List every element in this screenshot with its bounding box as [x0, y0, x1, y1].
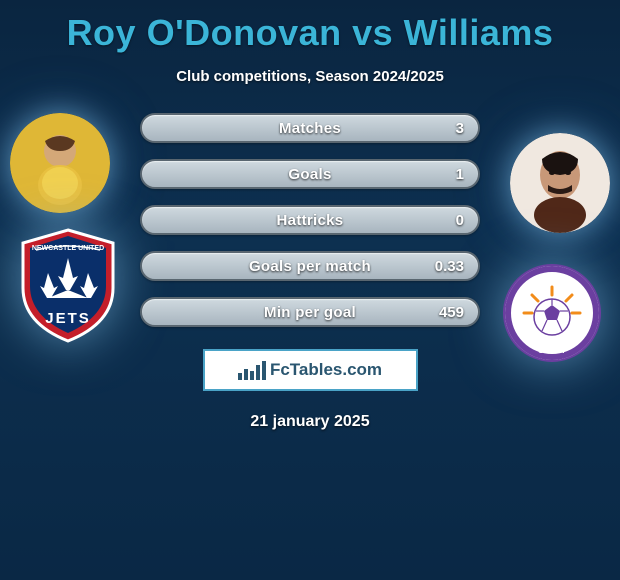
brand-box[interactable]: FcTables.com	[203, 349, 418, 391]
stat-row-min-per-goal: Min per goal 459	[140, 297, 480, 327]
stat-label: Matches	[279, 120, 341, 137]
stat-row-goals: Goals 1	[140, 159, 480, 189]
stat-value-right: 0	[456, 212, 464, 229]
stat-row-goals-per-match: Goals per match 0.33	[140, 251, 480, 281]
club-left-badge: NEWCASTLE UNITED JETS	[18, 228, 118, 343]
player-right-avatar-img	[510, 133, 610, 233]
stat-row-hattricks: Hattricks 0	[140, 205, 480, 235]
stat-value-right: 1	[456, 166, 464, 183]
stat-row-matches: Matches 3	[140, 113, 480, 143]
page-title: Roy O'Donovan vs Williams	[0, 0, 620, 54]
svg-text:NEWCASTLE UNITED: NEWCASTLE UNITED	[32, 245, 104, 252]
brand-chart-icon	[238, 361, 266, 380]
stat-label: Goals	[288, 166, 331, 183]
svg-text:PERTH: PERTH	[538, 274, 565, 283]
stat-label: Min per goal	[264, 304, 356, 321]
subtitle: Club competitions, Season 2024/2025	[0, 68, 620, 85]
stat-label: Hattricks	[277, 212, 344, 229]
player-right-avatar	[510, 133, 610, 233]
player-left-avatar	[10, 113, 110, 213]
stat-value-right: 0.33	[435, 258, 464, 275]
stat-value-right: 3	[456, 120, 464, 137]
svg-text:JETS: JETS	[45, 310, 91, 327]
stat-value-right: 459	[439, 304, 464, 321]
comparison-area: NEWCASTLE UNITED JETS PERTH GLORY	[0, 113, 620, 333]
player-left-avatar-img	[10, 113, 110, 213]
jets-badge-icon: NEWCASTLE UNITED JETS	[18, 228, 118, 343]
stat-label: Goals per match	[249, 258, 371, 275]
footer-date: 21 january 2025	[0, 413, 620, 431]
club-right-badge: PERTH GLORY	[502, 263, 602, 363]
stat-rows: Matches 3 Goals 1 Hattricks 0 Goals per …	[140, 113, 480, 343]
glory-badge-icon: PERTH GLORY	[502, 263, 602, 363]
brand-text: FcTables.com	[270, 360, 382, 380]
svg-text:GLORY: GLORY	[538, 346, 567, 355]
